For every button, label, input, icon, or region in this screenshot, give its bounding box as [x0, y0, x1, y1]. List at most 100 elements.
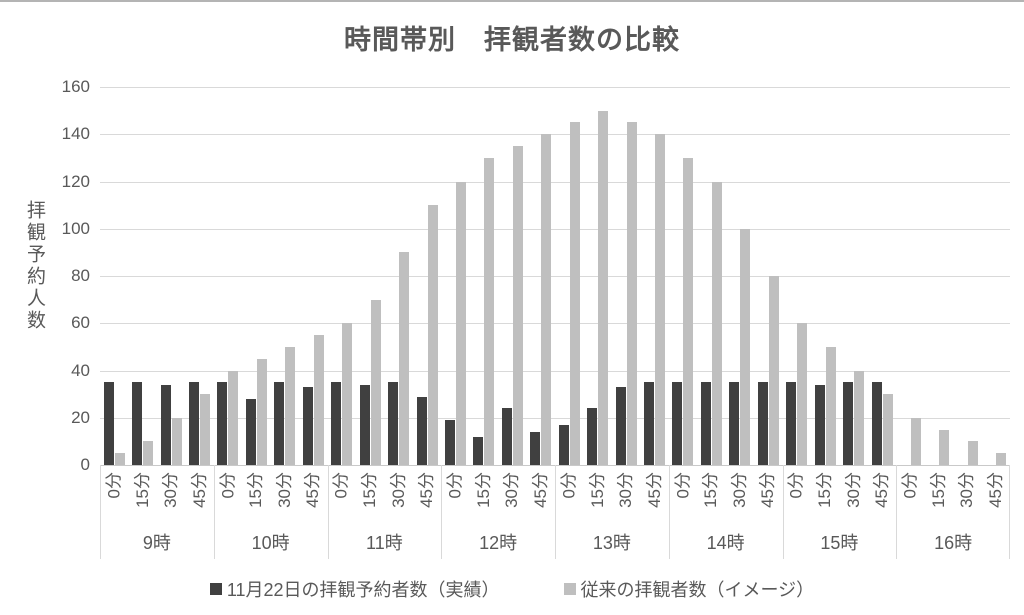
- bar-actual: [189, 382, 200, 465]
- x-tick-minute: 30分: [839, 465, 867, 527]
- x-axis-separator: [555, 465, 556, 559]
- bar-typical: [228, 370, 239, 465]
- x-tick-minute: 0分: [100, 465, 128, 527]
- bar-typical: [512, 146, 523, 465]
- bar-typical: [740, 228, 751, 465]
- bar-actual: [331, 382, 342, 465]
- x-tick-minute-label: 0分: [672, 472, 692, 499]
- x-tick-hour-label: 9時: [142, 533, 171, 553]
- bar-actual: [587, 408, 598, 465]
- bar-typical: [285, 346, 296, 465]
- x-axis-separator: [100, 465, 101, 559]
- x-tick-minute-label: 30分: [502, 472, 522, 508]
- x-tick-minute: 30分: [271, 465, 299, 527]
- x-tick-minute: 0分: [214, 465, 242, 527]
- bar-typical: [143, 441, 154, 465]
- x-tick-minute: 0分: [441, 465, 469, 527]
- bar-typical: [854, 370, 865, 465]
- x-tick-hour-label: 13時: [592, 533, 631, 553]
- gridline: [100, 181, 1010, 183]
- x-tick-minute-label: 0分: [900, 472, 920, 499]
- x-tick-minute-label: 0分: [445, 472, 465, 499]
- bar-typical: [256, 358, 267, 465]
- x-tick-hour-label: 10時: [251, 533, 290, 553]
- bar-actual: [132, 382, 143, 465]
- bar-actual: [245, 398, 256, 465]
- bar-actual: [786, 382, 797, 465]
- x-tick-minute: 30分: [953, 465, 981, 527]
- x-tick-minute-label: 15分: [246, 472, 266, 508]
- bar-typical: [996, 453, 1007, 465]
- bar-typical: [655, 134, 666, 465]
- gridline: [100, 276, 1010, 277]
- gridline: [100, 370, 1010, 372]
- bar-actual: [644, 382, 655, 465]
- y-tick-label: 0: [80, 455, 90, 474]
- x-tick-minute: 45分: [299, 465, 327, 527]
- bar-typical: [939, 429, 950, 465]
- bar-actual: [388, 382, 399, 465]
- bar-actual: [672, 382, 683, 465]
- bar-actual: [160, 384, 171, 465]
- x-tick-minute-label: 30分: [616, 472, 636, 508]
- chart-title: 時間帯別 拝観者数の比較: [344, 25, 680, 55]
- x-tick-minute: 0分: [669, 465, 697, 527]
- x-tick-minute: 15分: [697, 465, 725, 527]
- x-tick-minute-label: 45分: [530, 472, 550, 508]
- x-tick-minute-label: 45分: [417, 472, 437, 508]
- bar-actual: [501, 408, 512, 465]
- bar-actual: [814, 384, 825, 465]
- x-axis-separator: [782, 465, 784, 559]
- x-tick-minute-label: 15分: [587, 472, 607, 508]
- bar-actual: [871, 382, 882, 465]
- x-axis-separator: [441, 465, 443, 559]
- bar-actual: [558, 424, 569, 465]
- bar-actual: [757, 382, 768, 465]
- bar-typical: [910, 417, 921, 465]
- x-tick-minute: 30分: [157, 465, 185, 527]
- bar-actual: [473, 436, 484, 465]
- x-tick-minute: 15分: [356, 465, 384, 527]
- x-tick-minute: 0分: [783, 465, 811, 527]
- x-tick-minute: 15分: [811, 465, 839, 527]
- legend-item-actual: 11月22日の拝観予約者数（実績）: [209, 576, 500, 602]
- bar-typical: [797, 323, 808, 465]
- x-tick-minute: 45分: [527, 465, 555, 527]
- x-tick-minute: 15分: [583, 465, 611, 527]
- x-tick-minute: 30分: [726, 465, 754, 527]
- legend-swatch-actual-icon: [209, 583, 222, 595]
- x-tick-minute: 45分: [982, 465, 1010, 527]
- x-tick-minute-label: 45分: [189, 472, 209, 508]
- x-tick-minute-label: 15分: [132, 472, 152, 508]
- bar-typical: [427, 205, 438, 465]
- bar-typical: [711, 181, 722, 465]
- x-tick-minute: 15分: [128, 465, 156, 527]
- x-tick-hour-label: 11時: [366, 533, 403, 553]
- x-tick-minute-label: 45分: [303, 472, 323, 508]
- bar-typical: [171, 417, 182, 465]
- x-tick-hour-label: 14時: [706, 533, 745, 553]
- bar-actual: [103, 382, 114, 465]
- x-axis-separator: [896, 465, 898, 559]
- x-tick-minute-label: 0分: [331, 472, 351, 499]
- bar-actual: [843, 382, 854, 465]
- bar-typical: [967, 441, 978, 465]
- y-tick-label: 40: [71, 360, 90, 380]
- bar-typical: [768, 276, 779, 465]
- x-axis: 0分 15分 30分 45分 9時 0分 15分 30分 45分 10時 0分 15分 30分 45分 11…: [100, 465, 1010, 560]
- x-tick-minute: 15分: [925, 465, 953, 527]
- bar-typical: [370, 299, 381, 465]
- y-tick-label: 120: [61, 171, 90, 191]
- x-tick-minute-label: 45分: [758, 472, 778, 508]
- x-tick-minute-label: 15分: [701, 472, 721, 508]
- legend-item-typical: 従来の拝観者数（イメージ）: [563, 576, 814, 602]
- x-tick-minute: 30分: [384, 465, 412, 527]
- y-tick-label: 160: [61, 77, 90, 96]
- x-tick-hour-label: 16時: [934, 533, 973, 553]
- gridline: [100, 228, 1010, 230]
- bar-typical: [200, 394, 211, 465]
- plot-area: [100, 87, 1010, 466]
- x-tick-minute: 45分: [640, 465, 668, 527]
- x-tick-minute: 15分: [242, 465, 270, 527]
